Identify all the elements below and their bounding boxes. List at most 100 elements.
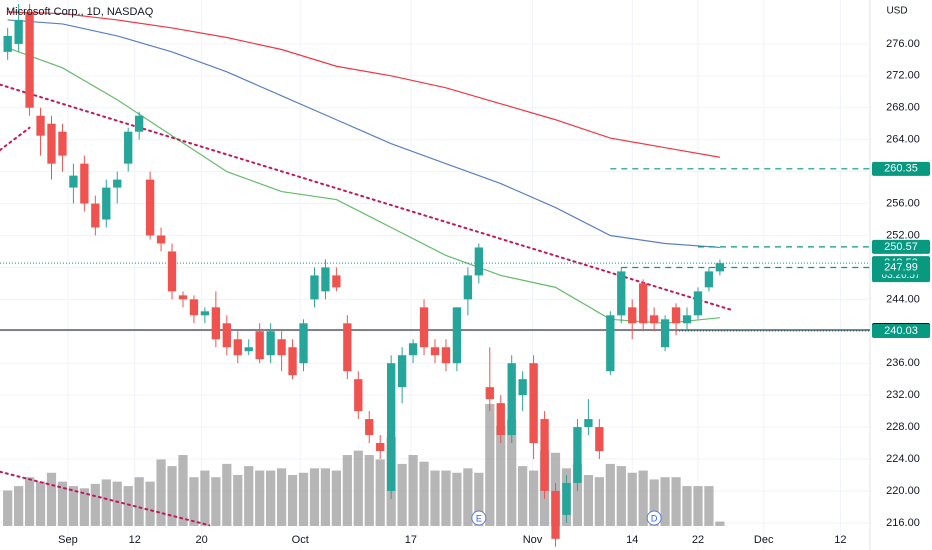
candle-body bbox=[671, 307, 681, 324]
volume-bar bbox=[364, 455, 374, 526]
candle-body bbox=[167, 251, 177, 292]
volume-bar bbox=[441, 470, 451, 526]
candle-body bbox=[408, 343, 418, 356]
volume-bar bbox=[46, 472, 57, 526]
volume-bar bbox=[353, 450, 363, 526]
volume-bar bbox=[167, 466, 177, 526]
candle-body bbox=[441, 347, 451, 364]
volume-bar bbox=[704, 486, 714, 526]
y-tick-label: 232.00 bbox=[886, 389, 920, 401]
y-tick-label: 272.00 bbox=[886, 70, 920, 82]
candle-body bbox=[474, 247, 483, 276]
volume-bar bbox=[276, 468, 287, 526]
y-tick-label: 216.00 bbox=[886, 517, 920, 529]
price-label-bg bbox=[872, 239, 930, 254]
volume-bar bbox=[79, 488, 89, 526]
candle-body bbox=[354, 379, 363, 412]
volume-bar bbox=[331, 470, 341, 526]
x-tick-label: 20 bbox=[195, 534, 207, 546]
price-label-bg bbox=[872, 324, 930, 339]
candle-body bbox=[573, 427, 582, 483]
volume-bar bbox=[3, 490, 13, 526]
volume-bar bbox=[463, 468, 473, 526]
volume-bar bbox=[68, 486, 79, 526]
candle-body bbox=[189, 299, 199, 316]
moving-average bbox=[7, 19, 720, 249]
trend-line bbox=[0, 126, 31, 152]
candle-body bbox=[211, 307, 221, 340]
volume-bar bbox=[649, 479, 659, 526]
volume-bar bbox=[518, 466, 528, 526]
volume-bar bbox=[529, 470, 539, 526]
candle-body bbox=[102, 187, 111, 220]
candle-body bbox=[419, 307, 429, 348]
volume-bar bbox=[222, 463, 232, 526]
candle-body bbox=[704, 271, 714, 288]
candle-body bbox=[113, 179, 122, 188]
price-label: 247.99 bbox=[884, 261, 918, 273]
candle-body bbox=[430, 347, 440, 356]
candle-body bbox=[617, 271, 626, 316]
candle-body bbox=[255, 331, 264, 360]
volume-bar bbox=[397, 463, 407, 526]
candle-body bbox=[91, 203, 100, 228]
y-tick-label: 264.00 bbox=[886, 134, 920, 146]
candle-body bbox=[463, 275, 473, 300]
y-tick-label: 228.00 bbox=[886, 421, 920, 433]
candle-body bbox=[69, 175, 78, 188]
volume-bar bbox=[583, 474, 594, 526]
volume-bar bbox=[24, 477, 35, 526]
x-tick-label: Oct bbox=[292, 534, 309, 546]
volume-bar bbox=[671, 477, 681, 526]
volume-bar bbox=[693, 486, 703, 526]
candle-body bbox=[496, 403, 505, 436]
candle-body bbox=[365, 419, 374, 436]
candle-body bbox=[3, 35, 12, 52]
countdown-label: 03:26:57 bbox=[882, 270, 921, 281]
volume-bar bbox=[134, 477, 144, 526]
x-tick-label: Dec bbox=[754, 534, 774, 546]
volume-bar bbox=[287, 474, 298, 526]
price-label: 240.03 bbox=[884, 325, 918, 337]
volume-bar bbox=[255, 470, 265, 526]
volume-bar bbox=[101, 479, 111, 526]
volume-bar bbox=[14, 486, 24, 526]
candle-body bbox=[387, 363, 396, 491]
candle-body bbox=[715, 263, 725, 272]
x-tick-label: Sep bbox=[58, 534, 78, 546]
candle-body bbox=[14, 19, 23, 44]
candle-body bbox=[540, 419, 549, 491]
x-tick-label: 17 bbox=[405, 534, 417, 546]
candle-body bbox=[80, 163, 89, 204]
candle-body bbox=[397, 355, 407, 388]
volume-bar bbox=[715, 521, 725, 526]
volume-bar bbox=[430, 470, 440, 526]
y-tick-label: 256.00 bbox=[886, 197, 920, 209]
volume-bar bbox=[233, 474, 243, 526]
y-tick-label: 268.00 bbox=[886, 102, 920, 114]
event-marker bbox=[471, 510, 487, 526]
volume-bar bbox=[605, 463, 615, 526]
x-tick-label: Nov bbox=[523, 534, 543, 546]
volume-bar bbox=[90, 483, 100, 526]
volume-bar bbox=[474, 472, 484, 526]
candle-body bbox=[551, 490, 560, 539]
moving-average bbox=[7, 11, 720, 158]
candle-body bbox=[507, 363, 516, 436]
trend-line bbox=[0, 470, 211, 527]
candle-body bbox=[343, 323, 352, 372]
x-tick-label: 12 bbox=[834, 534, 846, 546]
volume-bar bbox=[35, 481, 46, 526]
candle-body bbox=[332, 275, 341, 288]
candle-body bbox=[595, 427, 604, 452]
volume-bar bbox=[594, 477, 604, 526]
volume-bar bbox=[57, 481, 68, 526]
y-tick-label: 252.00 bbox=[886, 229, 920, 241]
candle-body bbox=[639, 283, 648, 324]
volume-bar bbox=[452, 472, 462, 526]
candle-body bbox=[693, 291, 703, 316]
volume-bar bbox=[375, 459, 385, 526]
y-tick-label: 276.00 bbox=[886, 38, 920, 50]
